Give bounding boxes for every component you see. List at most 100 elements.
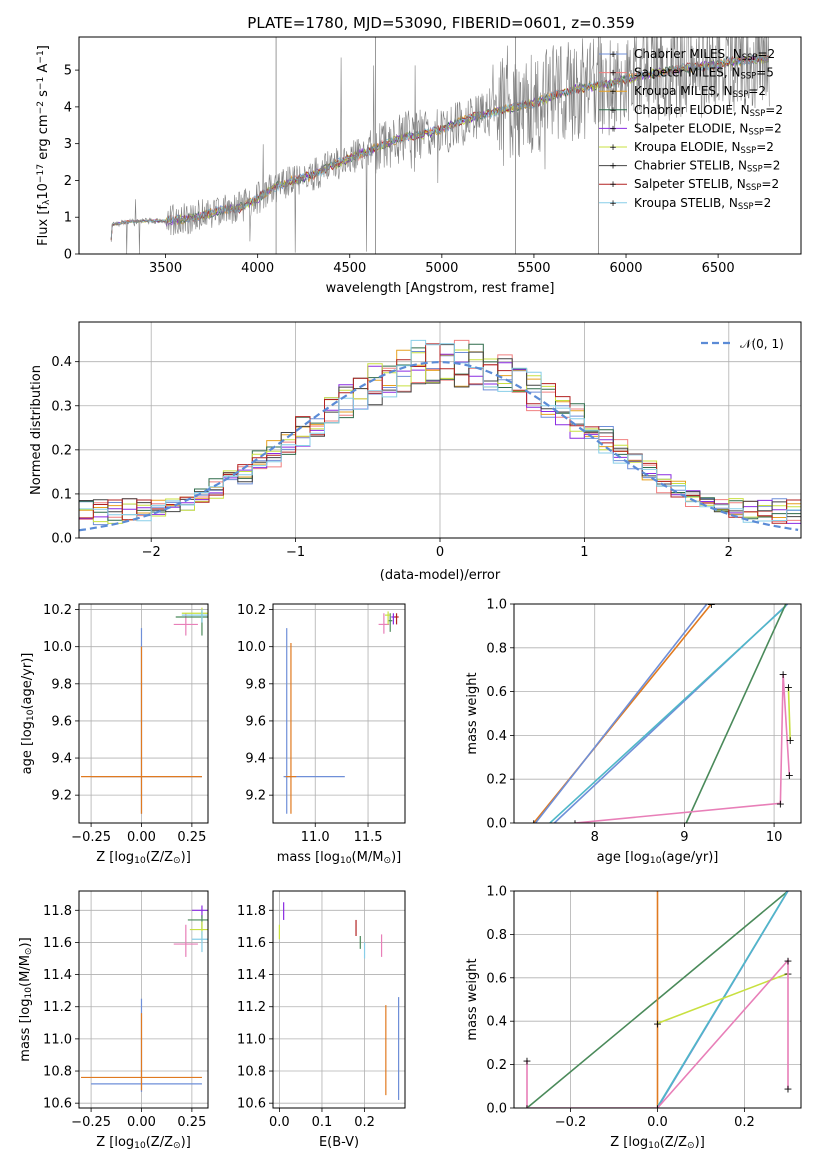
y-axis-label: mass [log10(M/M⊙)] bbox=[18, 937, 34, 1061]
y-tick-label: 9.8 bbox=[51, 677, 72, 692]
y-axis-label: mass weight bbox=[465, 958, 480, 1040]
y-tick-label: 10.6 bbox=[237, 1097, 266, 1112]
y-tick-label: 0.8 bbox=[486, 928, 507, 943]
x-tick-label: 0.2 bbox=[734, 1115, 755, 1130]
kroupa-stelib-weights bbox=[549, 605, 787, 823]
kroupa-stelib-weights bbox=[656, 891, 788, 1108]
x-axis-label: age [log10(age/yr)] bbox=[597, 850, 719, 866]
y-tick-label: 10.0 bbox=[43, 640, 72, 655]
y-tick-label: 4 bbox=[64, 100, 72, 115]
axes-frame bbox=[513, 890, 802, 1109]
x-tick-label: 5500 bbox=[517, 261, 550, 276]
x-tick-label: 0.0 bbox=[269, 1115, 290, 1130]
salpeter-miles-weights-marker: + bbox=[785, 769, 794, 782]
legend-label: Chabrier ELODIE, NSSP=2 bbox=[634, 103, 783, 118]
x-axis-label: Z [log10(Z/Z⊙)] bbox=[96, 850, 191, 866]
salpeter-miles-weights-marker: + bbox=[653, 1102, 662, 1115]
y-tick-label: 10.8 bbox=[43, 1065, 72, 1080]
y-axis-label: Flux [fλ10−17 erg cm−2 s−1 A−1] bbox=[36, 45, 52, 246]
plot-area bbox=[79, 339, 801, 532]
kroupa-elodie-weights bbox=[787, 687, 791, 740]
y-tick-label: 0.0 bbox=[486, 1102, 507, 1117]
y-tick-label: 9.4 bbox=[51, 752, 72, 767]
x-axis-label: wavelength [Angstrom, rest frame] bbox=[326, 281, 555, 296]
x-tick-label: 0.25 bbox=[177, 830, 206, 845]
salpeter-miles-weights-marker: + bbox=[570, 817, 579, 830]
y-tick-label: 11.0 bbox=[43, 1032, 72, 1047]
y-tick-label: 11.8 bbox=[43, 904, 72, 919]
plot-area bbox=[278, 902, 400, 1100]
x-tick-label: 0.00 bbox=[127, 1115, 156, 1130]
y-tick-label: 0.8 bbox=[486, 641, 507, 656]
y-tick-label: 0.4 bbox=[486, 1015, 507, 1030]
weight-vs-age-panel: 8 9 100.00.20.40.60.81.0++++++++age [log10… bbox=[465, 598, 802, 866]
plot-area bbox=[81, 905, 208, 1092]
legend-marker: + bbox=[609, 143, 617, 153]
y-tick-label: 0 bbox=[64, 248, 72, 263]
y-tick-label: 0.2 bbox=[51, 443, 72, 458]
salpeter-miles-weights bbox=[526, 958, 789, 1108]
kroupa-elodie-weights bbox=[657, 972, 789, 1025]
legend-marker: + bbox=[609, 124, 617, 134]
y-tick-label: 9.6 bbox=[51, 714, 72, 729]
gridlines bbox=[79, 891, 208, 1108]
legend-marker: + bbox=[609, 87, 617, 97]
x-tick-label: 3500 bbox=[149, 261, 182, 276]
legend-marker: + bbox=[609, 50, 617, 60]
gridlines bbox=[79, 604, 208, 823]
y-tick-label: 0.6 bbox=[486, 971, 507, 986]
y-tick-label: 11.4 bbox=[43, 968, 72, 983]
plot-area bbox=[283, 611, 399, 814]
x-tick-label: −0.25 bbox=[71, 1115, 111, 1130]
legend-label: Kroupa MILES, NSSP=2 bbox=[634, 84, 766, 99]
legend-label: 𝒩(0, 1) bbox=[740, 337, 784, 351]
x-tick-label: 11.0 bbox=[301, 830, 330, 845]
age-vs-metallicity-panel: −0.25 0.00 0.25 9.2 9.4 9.6 9.8 10.0 10.2 Z [log1… bbox=[20, 603, 209, 866]
salpeter-miles-weights-marker: + bbox=[783, 954, 792, 967]
axes-frame bbox=[78, 321, 802, 539]
salpeter-miles-weights-marker: + bbox=[778, 668, 787, 681]
legend-marker: + bbox=[609, 180, 617, 190]
y-tick-label: 10.2 bbox=[43, 603, 72, 618]
x-tick-label: 6500 bbox=[702, 261, 735, 276]
y-tick-label: 10.0 bbox=[237, 640, 266, 655]
residuals-legend: 𝒩(0, 1) bbox=[701, 337, 784, 351]
kroupa-elodie-weights-marker: + bbox=[653, 1017, 662, 1030]
salpeter-miles-weights-marker: + bbox=[522, 1054, 531, 1067]
x-tick-label: −1 bbox=[286, 545, 305, 560]
y-tick-label: 11.6 bbox=[237, 936, 266, 951]
y-tick-label: 9.4 bbox=[245, 752, 266, 767]
legend-marker: + bbox=[609, 162, 617, 172]
legend-marker: + bbox=[609, 69, 617, 79]
axes-frame bbox=[272, 603, 406, 824]
y-tick-label: 10.8 bbox=[237, 1065, 266, 1080]
x-tick-label: 5000 bbox=[425, 261, 458, 276]
y-tick-label: 5 bbox=[64, 64, 72, 79]
residuals-panel: −2 −1 0 1 2 0.0 0.1 0.2 0.3 0.4 𝒩(0, 1) (data-model… bbox=[29, 321, 802, 583]
y-tick-label: 0.3 bbox=[51, 399, 72, 414]
y-axis-label: age [log10(age/yr)] bbox=[20, 653, 36, 775]
gridlines bbox=[273, 604, 405, 823]
salpeter-miles-weights-marker: + bbox=[783, 1082, 792, 1095]
spectrum-panel: 3500 4000 4500 5000 5500 6000 6500 0 1 2 3 4 5 + Chabr… bbox=[36, 36, 802, 296]
weight-vs-metallicity-panel: −0.2 0.0 0.20.00.20.40.60.81.0++++ +++Z [lo… bbox=[465, 885, 802, 1151]
chabrier-miles-weights bbox=[534, 604, 708, 823]
y-tick-label: 3 bbox=[64, 137, 72, 152]
legend-label: Salpeter ELODIE, NSSP=2 bbox=[634, 121, 782, 136]
kroupa-elodie-weights-marker: + bbox=[786, 734, 795, 747]
y-tick-label: 9.8 bbox=[245, 677, 266, 692]
y-tick-label: 1.0 bbox=[486, 885, 507, 900]
gridlines bbox=[273, 891, 405, 1108]
y-tick-label: 1.0 bbox=[486, 598, 507, 613]
y-tick-label: 10.2 bbox=[237, 603, 266, 618]
x-axis-label: Z [log10(Z/Z⊙)] bbox=[96, 1135, 191, 1151]
kroupa-elodie-weights-marker: + bbox=[784, 681, 793, 694]
plot-area: ++++ +++ bbox=[522, 891, 793, 1115]
axes-frame bbox=[513, 603, 802, 824]
y-tick-label: 11.0 bbox=[237, 1032, 266, 1047]
axes-frame bbox=[272, 890, 406, 1109]
legend-marker: + bbox=[609, 199, 617, 209]
axes-frame bbox=[78, 603, 209, 824]
y-tick-label: 10.6 bbox=[43, 1097, 72, 1112]
y-tick-label: 1 bbox=[64, 211, 72, 226]
